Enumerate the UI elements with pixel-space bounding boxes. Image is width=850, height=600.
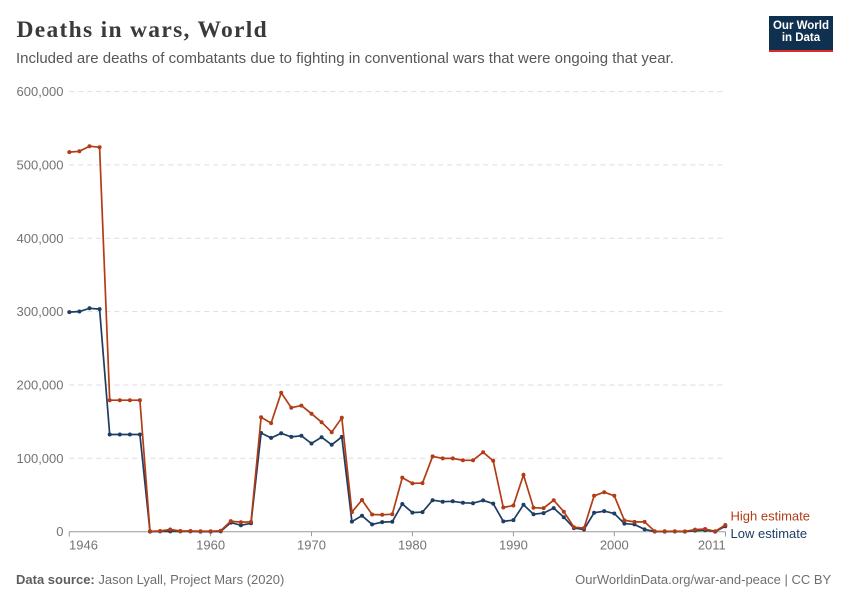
svg-text:600,000: 600,000: [17, 84, 64, 99]
svg-text:200,000: 200,000: [17, 378, 64, 393]
svg-text:High estimate: High estimate: [731, 509, 810, 524]
svg-text:1946: 1946: [69, 538, 98, 553]
svg-text:Low estimate: Low estimate: [731, 526, 808, 541]
svg-text:500,000: 500,000: [17, 157, 64, 172]
svg-text:300,000: 300,000: [17, 304, 64, 319]
svg-text:100,000: 100,000: [17, 451, 64, 466]
svg-text:1960: 1960: [196, 538, 225, 553]
svg-text:1980: 1980: [398, 538, 427, 553]
svg-text:2000: 2000: [600, 538, 629, 553]
svg-text:1990: 1990: [499, 538, 528, 553]
svg-text:2011: 2011: [698, 538, 726, 553]
svg-text:0: 0: [56, 524, 63, 539]
svg-text:1970: 1970: [297, 538, 326, 553]
svg-text:400,000: 400,000: [17, 231, 64, 246]
